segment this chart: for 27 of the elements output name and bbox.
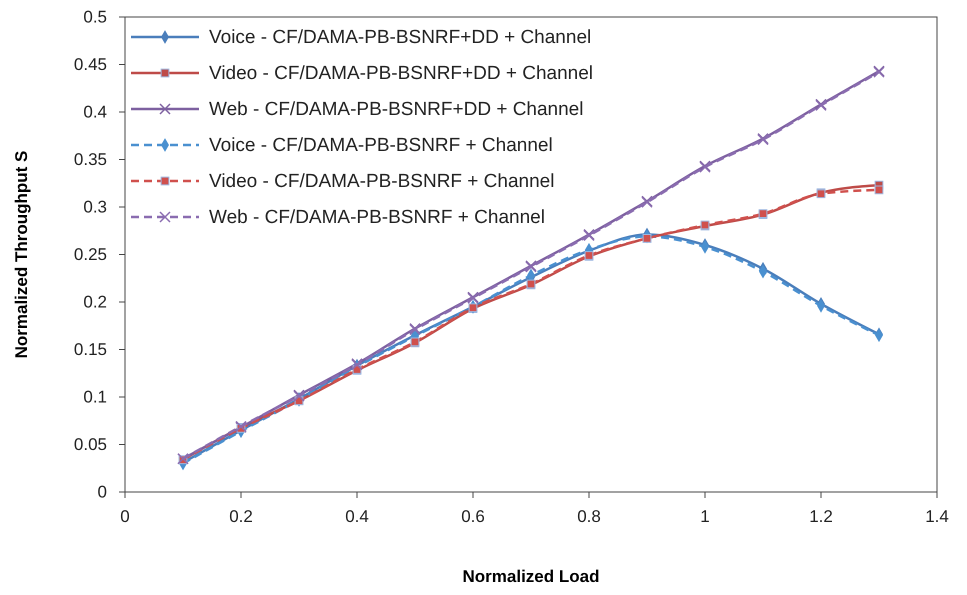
y-tick-label: 0.4 <box>83 102 107 122</box>
x-tick-label: 0 <box>120 507 130 526</box>
x-tick-label: 1.2 <box>809 507 833 526</box>
x-tick-label: 0.4 <box>345 507 369 526</box>
y-tick-label: 0.35 <box>74 150 107 169</box>
y-tick-label: 0.05 <box>74 434 107 454</box>
x-tick-label: 0.8 <box>577 507 601 526</box>
y-tick-label: 0 <box>98 482 107 502</box>
y-axis-title: Normalized Throughput S <box>12 150 31 358</box>
x-axis-title: Normalized Load <box>462 567 600 586</box>
legend-label: Web - CF/DAMA-PB-BSNRF + Channel <box>209 207 545 228</box>
y-tick-label: 0.45 <box>74 54 107 74</box>
legend-label: Voice - CF/DAMA-PB-BSNRF + Channel <box>209 135 553 156</box>
y-tick-label: 0.2 <box>83 292 107 312</box>
legend-label: Voice - CF/DAMA-PB-BSNRF+DD + Channel <box>209 27 592 48</box>
legend-label: Web - CF/DAMA-PB-BSNRF+DD + Channel <box>209 99 584 120</box>
x-tick-label: 1.4 <box>925 507 949 526</box>
legend-label: Video - CF/DAMA-PB-BSNRF+DD + Channel <box>209 63 593 84</box>
y-tick-label: 0.15 <box>74 340 107 359</box>
legend-label: Video - CF/DAMA-PB-BSNRF + Channel <box>209 171 554 192</box>
y-tick-label: 0.25 <box>74 244 107 264</box>
y-tick-label: 0.5 <box>83 7 107 26</box>
x-tick-label: 0.2 <box>229 507 253 526</box>
y-tick-label: 0.3 <box>83 197 107 216</box>
x-tick-label: 1 <box>700 507 710 526</box>
x-tick-label: 0.6 <box>461 507 485 526</box>
y-tick-label: 0.1 <box>83 387 107 406</box>
